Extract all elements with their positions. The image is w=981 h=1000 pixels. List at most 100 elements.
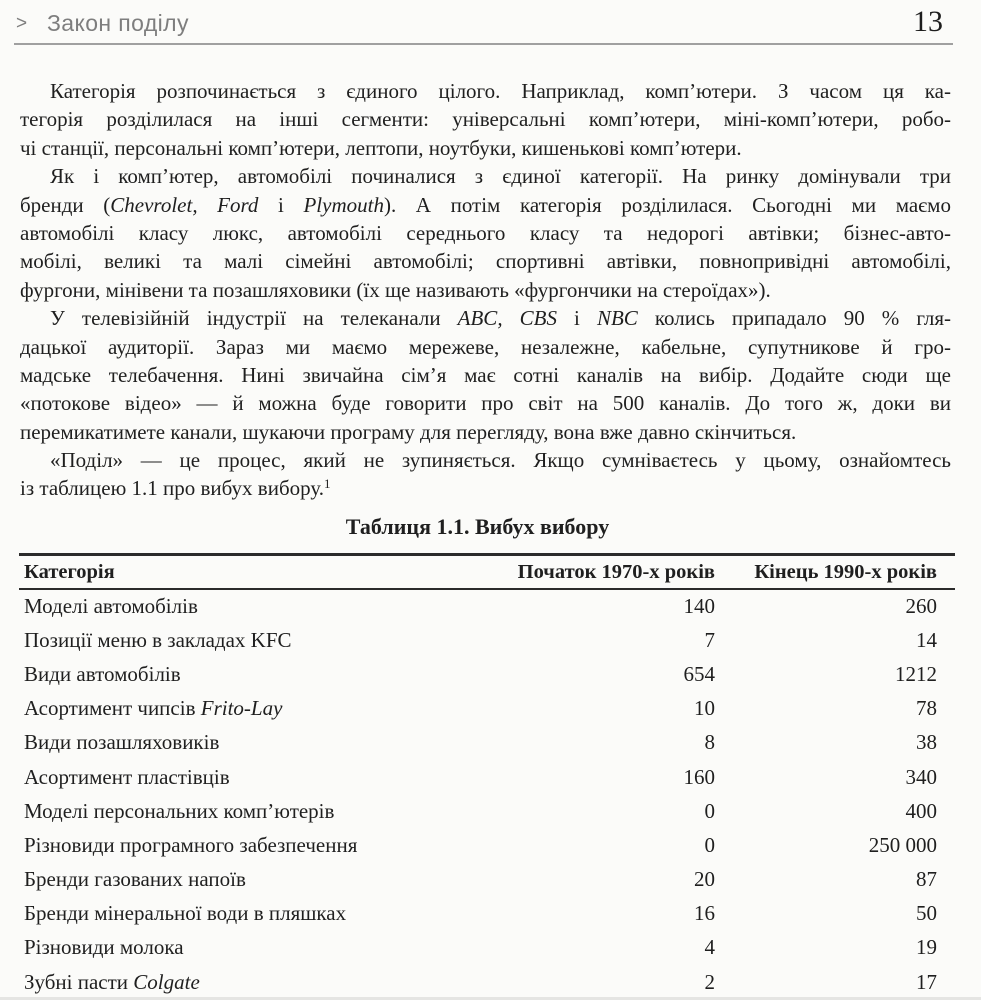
text-run: Види позашляховиків (24, 730, 220, 755)
value-late-1990s-cell: 78 (916, 696, 937, 721)
category-cell: Різновиди молока (19, 931, 499, 965)
text-line: «потокове відео» — й можна буде говорити… (20, 389, 951, 417)
text-line: автомобілі класу люкс, автомобілі середн… (20, 219, 951, 247)
page-bottom-edge (0, 997, 981, 1000)
category-cell: Бренди газованих напоїв (19, 863, 499, 897)
paragraph: Категорія розпочинається з єдиного цілог… (20, 77, 951, 162)
text-line: Категорія розпочинається з єдиного цілог… (20, 77, 951, 105)
table-row: Асортимент чипсів Frito-Lay 10 78 (19, 692, 955, 726)
value-late-1990s-cell: 38 (916, 730, 937, 755)
value-early-1970s-cell: 10 (694, 696, 715, 721)
value-early-1970s-cell: 7 (704, 627, 716, 652)
table-row: Різновиди програмного забезпечення 0 250 0… (19, 828, 955, 862)
italic-text: Plymouth (303, 192, 384, 217)
text-run: Бренди мінеральної води в пляшках (24, 901, 347, 926)
category-cell: Моделі персональних комп’ютерів (19, 794, 499, 828)
text-run: «потокове відео» — й можна буде говорити… (20, 391, 951, 416)
category-cell: Асортимент пластівців (19, 760, 499, 794)
italic-text: Frito-Lay (200, 696, 283, 721)
category-cell: Різновиди програмного забезпечення (19, 828, 499, 862)
text-run: бренди ( (20, 192, 111, 217)
text-run: Моделі персональних комп’ютерів (24, 798, 335, 823)
value-early-1970s-cell: 0 (704, 832, 716, 857)
category-cell: Види позашляховиків (19, 726, 499, 760)
category-cell: Види автомобілів (19, 657, 499, 691)
text-run: Різновиди молока (24, 935, 184, 960)
column-header-category: Категорія (19, 554, 499, 590)
category-cell: Бренди мінеральної води в пляшках (19, 897, 499, 931)
italic-text: Colgate (133, 969, 200, 994)
value-early-1970s-cell: 654 (683, 661, 716, 686)
table-row: Асортимент пластівців 160 340 (19, 760, 955, 794)
text-run: Бренди газованих напоїв (24, 867, 246, 892)
body-text: Категорія розпочинається з єдиного цілог… (20, 77, 951, 503)
value-late-1990s-cell: 87 (916, 867, 937, 892)
text-run: фургони, мінівени та позашляховики (їх щ… (20, 277, 771, 302)
value-late-1990s-cell: 14 (916, 627, 937, 652)
footnote-marker: 1 (324, 476, 331, 492)
text-run: ). А потім категорія розділилася. Сьогод… (383, 192, 951, 217)
category-cell: Зубні пасти Colgate (19, 965, 499, 999)
text-line: тегорія розділилася на інші сегменти: ун… (20, 105, 951, 133)
text-run: Моделі автомобілів (24, 594, 198, 619)
page-number: 13 (913, 5, 943, 38)
value-early-1970s-cell: 160 (683, 764, 716, 789)
value-late-1990s-cell: 50 (916, 901, 937, 926)
italic-text: Chevrolet, Ford (110, 192, 259, 217)
value-early-1970s-cell: 2 (704, 969, 716, 994)
text-run: Категорія розпочинається з єдиного цілог… (50, 79, 951, 103)
text-run: тегорія розділилася на інші сегменти: ун… (20, 107, 951, 132)
paragraph: «Поділ» — це процес, який не зупиняється… (20, 446, 951, 503)
text-line: «Поділ» — це процес, який не зупиняється… (20, 446, 951, 474)
paragraph: Як і комп’ютер, автомобілі починалися з … (20, 162, 951, 304)
text-run: перемикатимете канали, шукаючи програму … (20, 419, 797, 444)
value-late-1990s-cell: 260 (905, 594, 938, 619)
text-run: чі станції, персональні комп’ютери, лепт… (20, 135, 742, 160)
text-run: Асортимент чипсів (24, 696, 201, 721)
italic-text: NBC (596, 306, 638, 331)
text-run: Зубні пасти (24, 969, 134, 994)
value-early-1970s-cell: 20 (694, 867, 715, 892)
table-row: Види позашляховиків 8 38 (19, 726, 955, 760)
text-run: і (556, 306, 597, 331)
text-line: із таблицею 1.1 про вибух вибору.1 (20, 474, 951, 502)
category-cell: Асортимент чипсів Frito-Lay (19, 692, 499, 726)
choice-table: Категорія Початок 1970-х років Кінець 19… (19, 553, 955, 999)
value-late-1990s-cell: 400 (905, 798, 938, 823)
value-early-1970s-cell: 140 (683, 594, 716, 619)
text-line: фургони, мінівени та позашляховики (їх щ… (20, 276, 951, 304)
value-late-1990s-cell: 1212 (895, 661, 937, 686)
table-title: Таблиця 1.1. Вибух вибору (345, 514, 610, 539)
table-row: Зубні пасти Colgate 2 17 (19, 965, 955, 999)
chapter-title: Закон поділу (47, 10, 189, 36)
text-run: Види автомобілів (24, 661, 181, 686)
text-line: перемикатимете канали, шукаючи програму … (20, 418, 951, 446)
page-header: > Закон поділу 13 (14, 0, 953, 45)
table-row: Позиції меню в закладах KFC 7 14 (19, 623, 955, 657)
text-run: Різновиди програмного забезпечення (24, 832, 358, 857)
table-row: Бренди газованих напоїв 20 87 (19, 863, 955, 897)
text-run: Як і комп’ютер, автомобілі починалися з … (50, 164, 951, 189)
value-late-1990s-cell: 17 (916, 969, 937, 994)
table-row: Бренди мінеральної води в пляшках 16 50 (19, 897, 955, 931)
category-cell: Моделі автомобілів (19, 589, 499, 623)
text-run: мадське телебачення. Нині звичайна сім’я… (20, 362, 951, 387)
value-early-1970s-cell: 16 (694, 901, 715, 926)
text-run: «Поділ» — це процес, який не зупиняється… (50, 448, 951, 473)
text-line: мадське телебачення. Нині звичайна сім’я… (20, 361, 951, 389)
text-line: бренди (Chevrolet, Ford і Plymouth). А п… (20, 191, 951, 219)
text-line: У телевізійній індустрії на телеканали A… (20, 304, 951, 332)
text-run: У телевізійній індустрії на телеканали (50, 306, 458, 331)
table-row: Моделі персональних комп’ютерів 0 400 (19, 794, 955, 828)
text-line: мобілі, великі та малі сімейні автомобіл… (20, 247, 951, 275)
text-line: дацької аудиторії. Зараз ми маємо мереже… (20, 333, 951, 361)
value-early-1970s-cell: 0 (704, 798, 716, 823)
text-run: дацької аудиторії. Зараз ми маємо мереже… (20, 334, 951, 359)
paragraph: У телевізійній індустрії на телеканали A… (20, 304, 951, 446)
table-header-row: Категорія Початок 1970-х років Кінець 19… (19, 554, 955, 590)
text-line: чі станції, персональні комп’ютери, лепт… (20, 134, 951, 162)
text-line: Як і комп’ютер, автомобілі починалися з … (20, 162, 951, 190)
table-row: Моделі автомобілів 140 260 (19, 589, 955, 623)
column-header-early-1970s: Початок 1970-х років (499, 554, 715, 590)
